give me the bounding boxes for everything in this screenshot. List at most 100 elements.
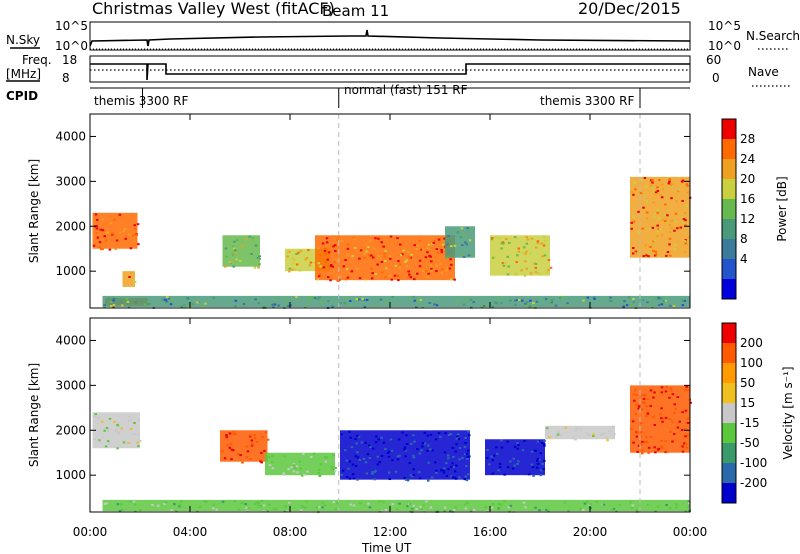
scatter-speck (521, 449, 525, 452)
y-axis-label: Slant Range [km] (27, 159, 41, 263)
scatter-speck (231, 449, 235, 452)
scatter-speck (384, 275, 387, 278)
scatter-speck (118, 231, 122, 234)
scatter-speck (415, 306, 418, 309)
scatter-speck (113, 218, 116, 221)
scatter-speck (430, 260, 433, 263)
scatter-speck (667, 182, 671, 185)
scatter-speck (107, 297, 111, 300)
scatter-speck (559, 434, 562, 437)
scatter-speck (516, 254, 519, 257)
scatter-speck (389, 438, 393, 441)
scatter-speck (358, 257, 361, 260)
scatter-speck (317, 468, 321, 471)
scatter-speck (305, 500, 308, 503)
scatter-speck (425, 270, 428, 273)
scatter-speck (133, 280, 137, 283)
figure-title: Christmas Valley West (fitACF) (92, 0, 335, 18)
scatter-speck (500, 242, 504, 245)
scatter-speck (426, 271, 429, 274)
scatter-speck (685, 385, 688, 388)
scatter-speck (671, 440, 674, 443)
scatter-speck (396, 275, 400, 278)
scatter-speck (683, 240, 687, 243)
scatter-speck (418, 265, 422, 268)
scatter-speck (644, 394, 647, 397)
colorbar-swatch (722, 279, 736, 300)
scatter-speck (133, 421, 136, 424)
colorbar-tick-label: 16 (740, 192, 755, 206)
scatter-speck (99, 248, 103, 251)
scatter-speck (634, 250, 638, 253)
scatter-speck (657, 217, 661, 220)
scatter-speck (447, 434, 451, 437)
scatter-speck (664, 299, 667, 302)
scatter-speck (666, 214, 669, 217)
scatter-speck (304, 306, 307, 309)
scatter-speck (242, 303, 246, 306)
scatter-speck (286, 298, 289, 301)
scatter-speck (534, 262, 538, 265)
scatter-speck (443, 451, 447, 454)
scatter-speck (408, 462, 412, 465)
scatter-speck (546, 271, 549, 274)
scatter-speck (350, 304, 353, 307)
scatter-speck (295, 465, 299, 468)
scatter-speck (653, 216, 656, 219)
scatter-speck (347, 467, 350, 470)
scatter-speck (631, 504, 635, 507)
scatter-speck (446, 454, 450, 457)
scatter-speck (602, 503, 606, 506)
scatter-speck (376, 455, 380, 458)
scatter-speck (501, 262, 505, 265)
scatter-speck (659, 194, 662, 197)
scatter-speck (673, 412, 676, 415)
scatter-speck (362, 252, 366, 255)
scatter-speck (363, 305, 367, 308)
scatter-speck (472, 301, 475, 304)
scatter-speck (295, 253, 298, 256)
scatter-speck (334, 249, 337, 252)
colorbar-frame (721, 118, 737, 300)
colorbar-swatch (722, 463, 736, 484)
scatter-speck (660, 445, 663, 448)
scatter-speck (299, 249, 303, 252)
scatter-speck (444, 269, 448, 272)
scatter-speck (668, 237, 672, 240)
scatter-speck (639, 443, 643, 446)
scatter-speck (317, 506, 321, 509)
scatter-speck (630, 221, 634, 224)
colorbar-swatch (722, 139, 736, 160)
scatter-speck (380, 436, 383, 439)
scatter-speck (684, 435, 687, 438)
scatter-speck (470, 253, 473, 256)
scatter-speck (465, 479, 469, 482)
scatter-speck (522, 246, 526, 249)
cpid-segment-label: themis 3300 RF (94, 94, 188, 108)
scatter-speck (151, 503, 154, 506)
scatter-speck (378, 500, 381, 503)
scatter-speck (641, 394, 644, 397)
scatter-speck (542, 443, 546, 446)
scatter-speck (259, 460, 262, 463)
scatter-speck (127, 415, 130, 418)
scatter-speck (366, 453, 370, 456)
scatter-speck (271, 461, 274, 464)
scatter-speck (373, 478, 376, 481)
nsky-trace (89, 29, 691, 47)
scatter-speck (653, 254, 657, 257)
scatter-speck (631, 420, 635, 423)
scatter-speck (201, 304, 204, 307)
scatter-speck (282, 472, 286, 475)
scatter-region-fill (122, 271, 135, 287)
scatter-speck (668, 223, 672, 226)
scatter-speck (609, 296, 612, 299)
scatter-speck (458, 476, 461, 479)
scatter-speck (516, 298, 519, 301)
scatter-speck (668, 507, 672, 510)
freq-panel-frame (89, 55, 691, 83)
scatter-speck (334, 508, 338, 511)
y-tick-label: 4000 (55, 333, 86, 347)
scatter-speck (456, 231, 460, 234)
scatter-speck (656, 505, 660, 508)
